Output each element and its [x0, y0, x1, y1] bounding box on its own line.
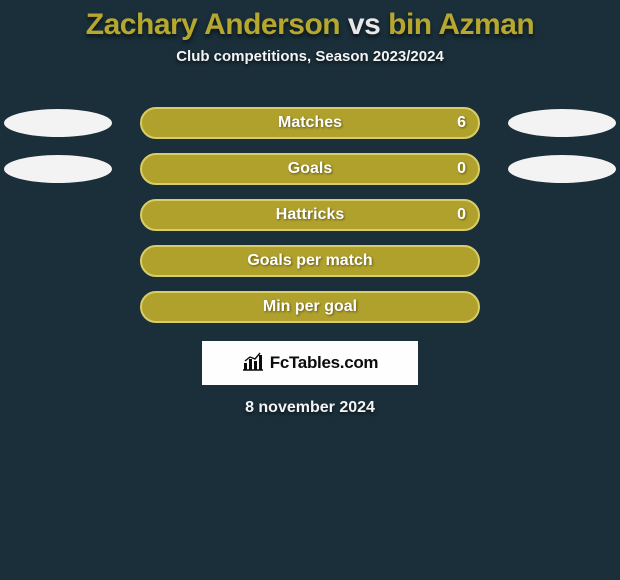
stat-row: Hattricks 0: [0, 199, 620, 231]
stat-label: Min per goal: [263, 298, 357, 316]
stat-label: Hattricks: [276, 206, 344, 224]
subtitle: Club competitions, Season 2023/2024: [0, 48, 620, 65]
date-text: 8 november 2024: [0, 399, 620, 417]
right-value-ellipse: [508, 155, 616, 183]
stat-bar: Goals per match: [140, 245, 480, 277]
stats-list: Matches 6 Goals 0 Hattricks 0 Goals per match M…: [0, 107, 620, 323]
stat-row: Min per goal: [0, 291, 620, 323]
brand-text: FcTables.com: [270, 353, 379, 373]
left-value-ellipse: [4, 155, 112, 183]
title-left-name: Zachary Anderson: [86, 8, 340, 41]
right-value-ellipse: [508, 109, 616, 137]
stat-label: Goals per match: [247, 252, 372, 270]
stat-value-right: 0: [457, 160, 466, 178]
stat-row: Matches 6: [0, 107, 620, 139]
brand-badge[interactable]: FcTables.com: [202, 341, 418, 385]
left-value-ellipse: [4, 109, 112, 137]
stat-bar: Goals 0: [140, 153, 480, 185]
stat-row: Goals 0: [0, 153, 620, 185]
stat-bar: Matches 6: [140, 107, 480, 139]
stat-bar: Hattricks 0: [140, 199, 480, 231]
title-right-name: bin Azman: [388, 8, 534, 41]
stat-value-right: 0: [457, 206, 466, 224]
stat-label: Matches: [278, 114, 342, 132]
stat-row: Goals per match: [0, 245, 620, 277]
bar-chart-icon: [242, 351, 264, 376]
stat-value-right: 6: [457, 114, 466, 132]
title-vs: vs: [340, 8, 388, 41]
stat-label: Goals: [288, 160, 332, 178]
page-title: Zachary Anderson vs bin Azman: [0, 0, 620, 42]
stat-bar: Min per goal: [140, 291, 480, 323]
page-root: Zachary Anderson vs bin Azman Club compe…: [0, 0, 620, 580]
